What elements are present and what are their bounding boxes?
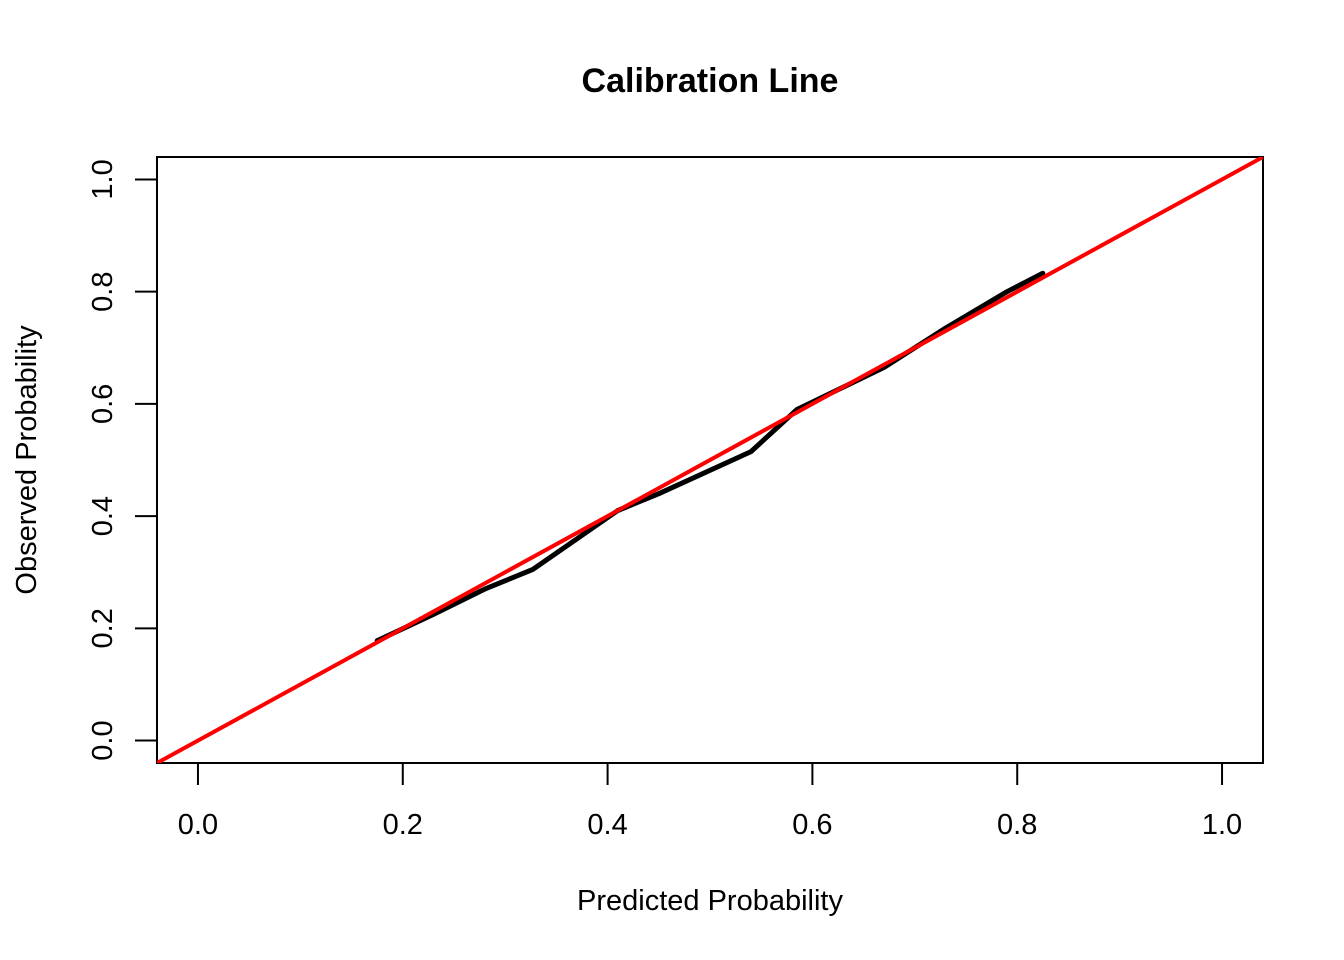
calibration-line [374, 270, 1046, 644]
y-tick-label: 0.0 [87, 720, 119, 760]
chart-title: Calibration Line [582, 62, 839, 100]
x-tick-label: 0.6 [792, 809, 832, 841]
x-axis-label: Predicted Probability [577, 885, 843, 917]
x-tick-label: 0.0 [178, 809, 218, 841]
y-tick-label: 1.0 [87, 159, 119, 199]
y-axis: 0.0 0.2 0.4 0.6 0.8 1.0 [87, 159, 158, 761]
y-tick-label: 0.4 [87, 496, 119, 536]
x-tick-label: 0.8 [997, 809, 1037, 841]
x-tick-label: 1.0 [1202, 809, 1242, 841]
x-axis: 0.0 0.2 0.4 0.6 0.8 1.0 [178, 762, 1242, 841]
reference-line [157, 157, 1263, 763]
y-axis-label: Observed Probability [11, 325, 43, 595]
y-tick-label: 0.2 [87, 608, 119, 648]
x-tick-label: 0.2 [383, 809, 423, 841]
series-layer [157, 157, 1263, 763]
y-tick-label: 0.8 [87, 272, 119, 312]
y-tick-label: 0.6 [87, 384, 119, 424]
x-tick-label: 0.4 [587, 809, 627, 841]
